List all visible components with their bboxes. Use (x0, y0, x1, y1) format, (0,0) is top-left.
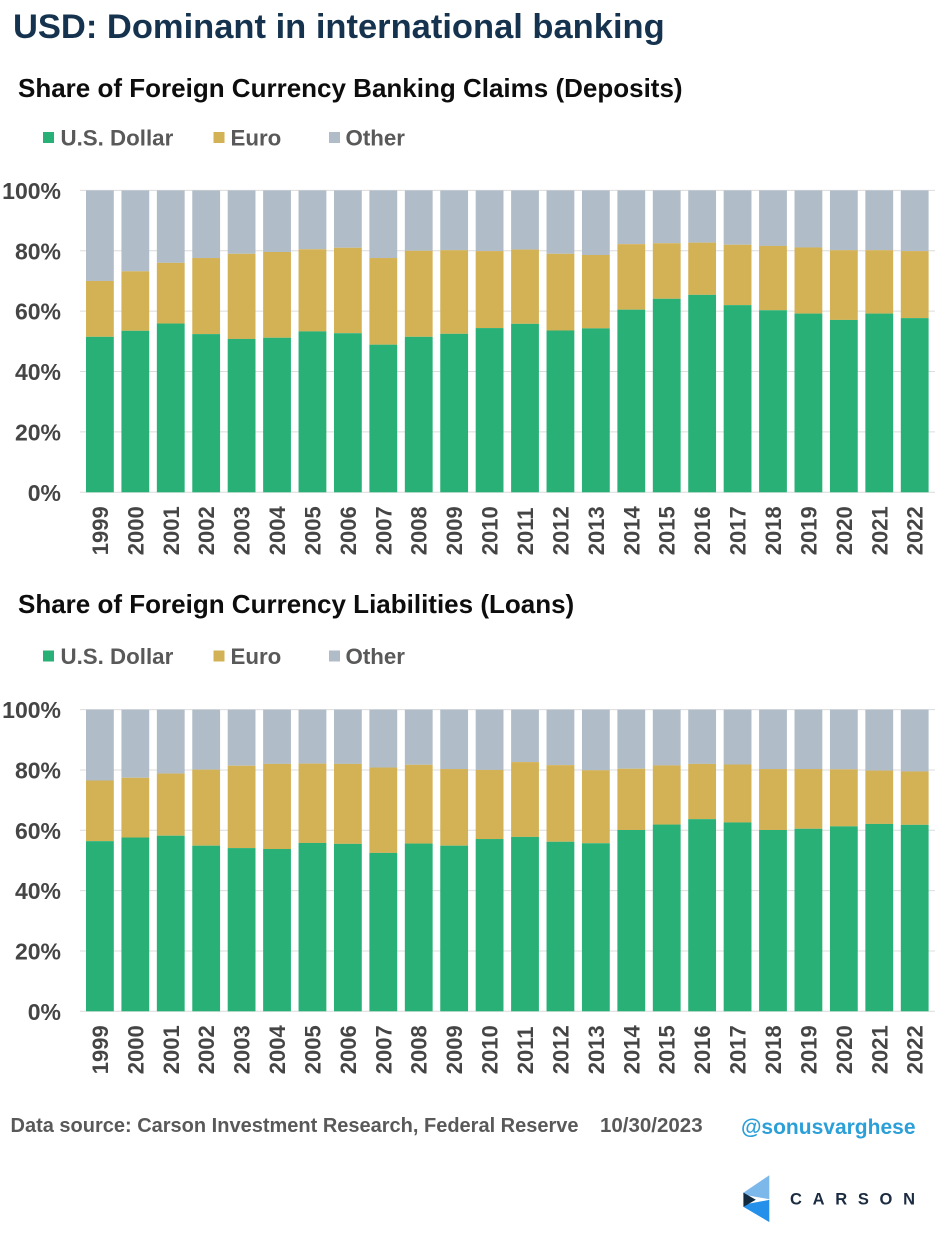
svg-text:2000: 2000 (123, 1025, 148, 1074)
svg-text:Euro: Euro (231, 644, 282, 669)
svg-text:2008: 2008 (407, 1025, 432, 1074)
svg-text:100%: 100% (2, 697, 61, 723)
svg-text:2002: 2002 (194, 506, 219, 555)
svg-text:2017: 2017 (726, 506, 751, 555)
svg-text:40%: 40% (15, 878, 61, 904)
svg-text:2005: 2005 (300, 506, 325, 555)
svg-text:2020: 2020 (832, 1025, 857, 1074)
svg-text:2015: 2015 (655, 506, 680, 555)
svg-text:2001: 2001 (159, 1025, 184, 1074)
svg-text:2018: 2018 (761, 506, 786, 555)
svg-text:2000: 2000 (123, 506, 148, 555)
svg-text:2003: 2003 (230, 1025, 255, 1074)
svg-text:20%: 20% (15, 419, 61, 445)
svg-text:2016: 2016 (690, 1025, 715, 1074)
svg-text:Other: Other (346, 126, 406, 151)
svg-text:80%: 80% (15, 757, 61, 783)
svg-text:100%: 100% (2, 178, 61, 204)
svg-text:0%: 0% (28, 480, 61, 506)
svg-text:Other: Other (346, 644, 406, 669)
svg-text:2005: 2005 (300, 1025, 325, 1074)
svg-text:1999: 1999 (88, 506, 113, 555)
svg-text:U.S. Dollar: U.S. Dollar (61, 126, 174, 151)
svg-text:60%: 60% (15, 299, 61, 325)
svg-text:2011: 2011 (513, 1026, 538, 1074)
svg-text:2007: 2007 (371, 506, 396, 555)
svg-text:Share of Foreign Currency Bank: Share of Foreign Currency Banking Claims… (18, 73, 683, 103)
svg-text:80%: 80% (15, 238, 61, 264)
svg-text:Data source: Carson Investment: Data source: Carson Investment Research,… (11, 1115, 579, 1137)
svg-text:2007: 2007 (371, 1025, 396, 1074)
svg-text:2013: 2013 (584, 506, 609, 555)
svg-text:10/30/2023: 10/30/2023 (600, 1114, 703, 1137)
svg-text:Share of Foreign Currency Liab: Share of Foreign Currency Liabilities (L… (18, 589, 574, 619)
svg-text:2014: 2014 (619, 505, 644, 555)
svg-text:2014: 2014 (619, 1024, 644, 1074)
svg-text:2015: 2015 (655, 1025, 680, 1074)
svg-text:20%: 20% (15, 938, 61, 964)
svg-text:2018: 2018 (761, 1025, 786, 1074)
svg-text:2010: 2010 (478, 1025, 503, 1074)
svg-text:2001: 2001 (159, 506, 184, 555)
svg-text:2019: 2019 (796, 506, 821, 555)
svg-text:2017: 2017 (726, 1025, 751, 1074)
svg-text:2006: 2006 (336, 1025, 361, 1074)
svg-text:40%: 40% (15, 359, 61, 385)
svg-text:2003: 2003 (230, 506, 255, 555)
svg-text:@sonusvarghese: @sonusvarghese (741, 1116, 916, 1139)
svg-text:2020: 2020 (832, 506, 857, 555)
svg-text:2022: 2022 (903, 506, 928, 555)
svg-text:2008: 2008 (407, 506, 432, 555)
svg-text:2012: 2012 (548, 1025, 573, 1074)
svg-text:CARSON: CARSON (790, 1190, 926, 1208)
svg-text:2004: 2004 (265, 1024, 290, 1074)
svg-text:2012: 2012 (548, 506, 573, 555)
svg-text:60%: 60% (15, 818, 61, 844)
svg-text:2022: 2022 (903, 1025, 928, 1074)
svg-text:2021: 2021 (867, 1025, 892, 1074)
svg-text:2016: 2016 (690, 506, 715, 555)
svg-text:2010: 2010 (478, 506, 503, 555)
svg-text:2006: 2006 (336, 506, 361, 555)
svg-text:2002: 2002 (194, 1025, 219, 1074)
svg-text:2021: 2021 (867, 506, 892, 555)
svg-text:2004: 2004 (265, 505, 290, 555)
svg-text:0%: 0% (28, 999, 61, 1025)
svg-text:2009: 2009 (442, 1025, 467, 1074)
svg-text:2011: 2011 (513, 507, 538, 555)
svg-text:2009: 2009 (442, 506, 467, 555)
svg-text:2019: 2019 (796, 1025, 821, 1074)
svg-text:USD: Dominant in international: USD: Dominant in international banking (13, 8, 665, 46)
svg-text:1999: 1999 (88, 1025, 113, 1074)
svg-text:2013: 2013 (584, 1025, 609, 1074)
svg-text:U.S. Dollar: U.S. Dollar (61, 644, 174, 669)
svg-text:Euro: Euro (231, 126, 282, 151)
